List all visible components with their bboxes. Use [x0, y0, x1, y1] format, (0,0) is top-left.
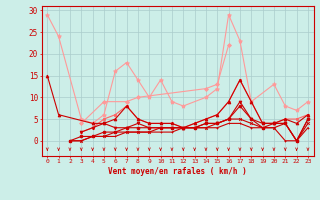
X-axis label: Vent moyen/en rafales ( km/h ): Vent moyen/en rafales ( km/h )	[108, 167, 247, 176]
